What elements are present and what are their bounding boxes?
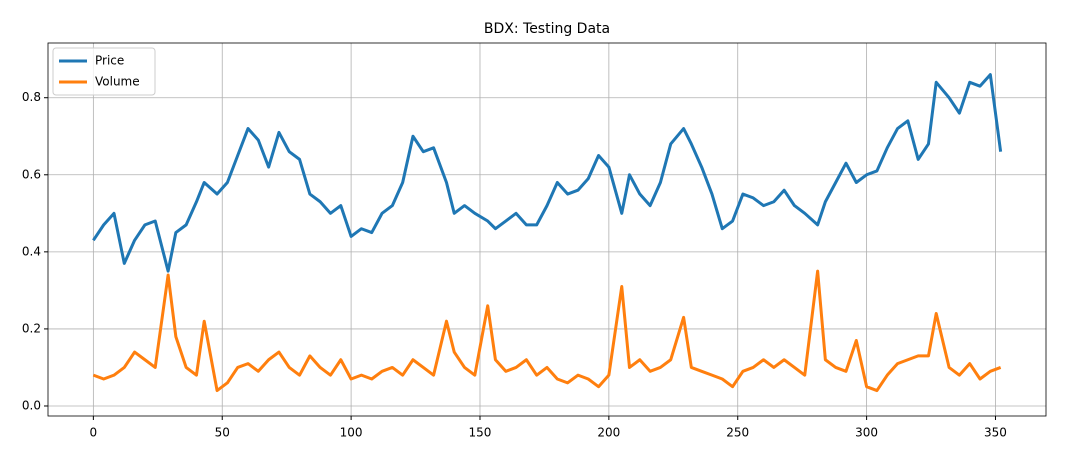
line-series <box>92 73 1003 273</box>
plot-frame <box>47 42 1047 417</box>
x-tick-label: 0 <box>90 426 98 440</box>
chart-title: BDX: Testing Data <box>484 21 610 37</box>
x-tick-label: 350 <box>984 426 1007 440</box>
x-tick-label: 150 <box>469 426 492 440</box>
y-tick-label: 0.6 <box>22 167 41 181</box>
y-tick-label: 0.0 <box>22 398 41 412</box>
legend-label: Volume <box>95 75 140 89</box>
y-tick-label: 0.8 <box>22 90 41 104</box>
x-tick-label: 100 <box>340 426 363 440</box>
line-series <box>92 269 1002 393</box>
x-tick-label: 200 <box>597 426 620 440</box>
x-tick-label: 250 <box>726 426 749 440</box>
x-tick-label: 50 <box>215 426 230 440</box>
x-tick-label: 300 <box>855 426 878 440</box>
y-tick-label: 0.2 <box>22 321 41 335</box>
y-tick-label: 0.4 <box>22 244 41 258</box>
legend-label: Price <box>95 54 124 68</box>
